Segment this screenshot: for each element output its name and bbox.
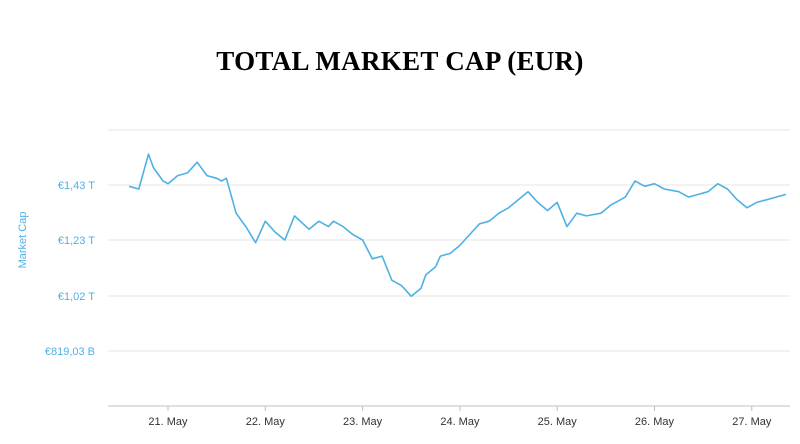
y-tick-label: €819,03 B	[45, 346, 95, 358]
y-tick-label: €1,43 T	[58, 180, 95, 192]
x-tick-label: 26. May	[635, 416, 675, 428]
x-tick-label: 25. May	[538, 416, 578, 428]
x-tick-label: 21. May	[148, 416, 188, 428]
y-tick-label: €1,02 T	[58, 291, 95, 303]
x-tick-label: 27. May	[732, 416, 772, 428]
x-tick-label: 23. May	[343, 416, 383, 428]
y-axis-ticks: €1,43 T €1,23 T €1,02 T €819,03 B	[45, 180, 95, 358]
x-axis-ticks: 21. May 22. May 23. May 24. May 25. May 26. M…	[148, 406, 772, 428]
series-line	[128, 153, 787, 298]
y-tick-label: €1,23 T	[58, 235, 95, 247]
y-axis-label: Market Cap	[17, 212, 29, 269]
chart-title: TOTAL MARKET CAP (EUR)	[216, 46, 584, 76]
x-tick-label: 22. May	[246, 416, 286, 428]
x-tick-label: 24. May	[440, 416, 480, 428]
gridlines	[108, 129, 790, 352]
